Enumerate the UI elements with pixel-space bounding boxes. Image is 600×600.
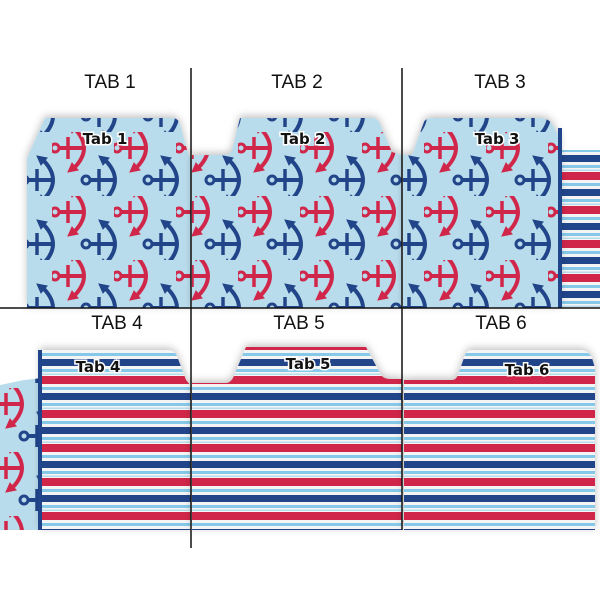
panel-header: TAB 4: [91, 313, 143, 334]
tab-label: Tab 1: [83, 130, 128, 148]
panel-tab-6: TAB 6 Tab 6: [404, 313, 595, 530]
tab-label: Tab 3: [475, 130, 520, 148]
tab-divider-card: [27, 118, 191, 308]
panel-tab-2: TAB 2 Tab 2: [192, 72, 402, 308]
panel-header: TAB 5: [273, 313, 324, 334]
panel-tab-4: TAB 4 Tab 4: [0, 313, 191, 530]
panel-header: TAB 2: [271, 72, 322, 93]
tab-divider-card: [40, 350, 191, 530]
panel-header: TAB 6: [475, 313, 526, 334]
tab-divider-card: [404, 350, 595, 530]
card-edge-line: [558, 128, 562, 308]
panel-header: TAB 3: [474, 72, 525, 93]
previous-card-edge: [0, 378, 42, 530]
next-card-edge: [560, 150, 600, 308]
tab-divider-card: [192, 118, 402, 308]
tab-label: Tab 5: [286, 355, 331, 373]
tab-label: Tab 2: [281, 130, 326, 148]
panel-header: TAB 1: [84, 72, 135, 93]
tab-label: Tab 6: [505, 361, 550, 379]
tab-label: Tab 4: [76, 358, 121, 376]
panel-tab-1: TAB 1 Tab 1: [27, 72, 191, 308]
tab-divider-card: [192, 347, 402, 530]
card-edge-line: [38, 350, 42, 530]
panel-tab-3: TAB 3 Tab 3: [403, 72, 600, 308]
panel-tab-5: TAB 5 Tab 5: [192, 313, 402, 530]
tab-divider-card: [403, 118, 560, 308]
